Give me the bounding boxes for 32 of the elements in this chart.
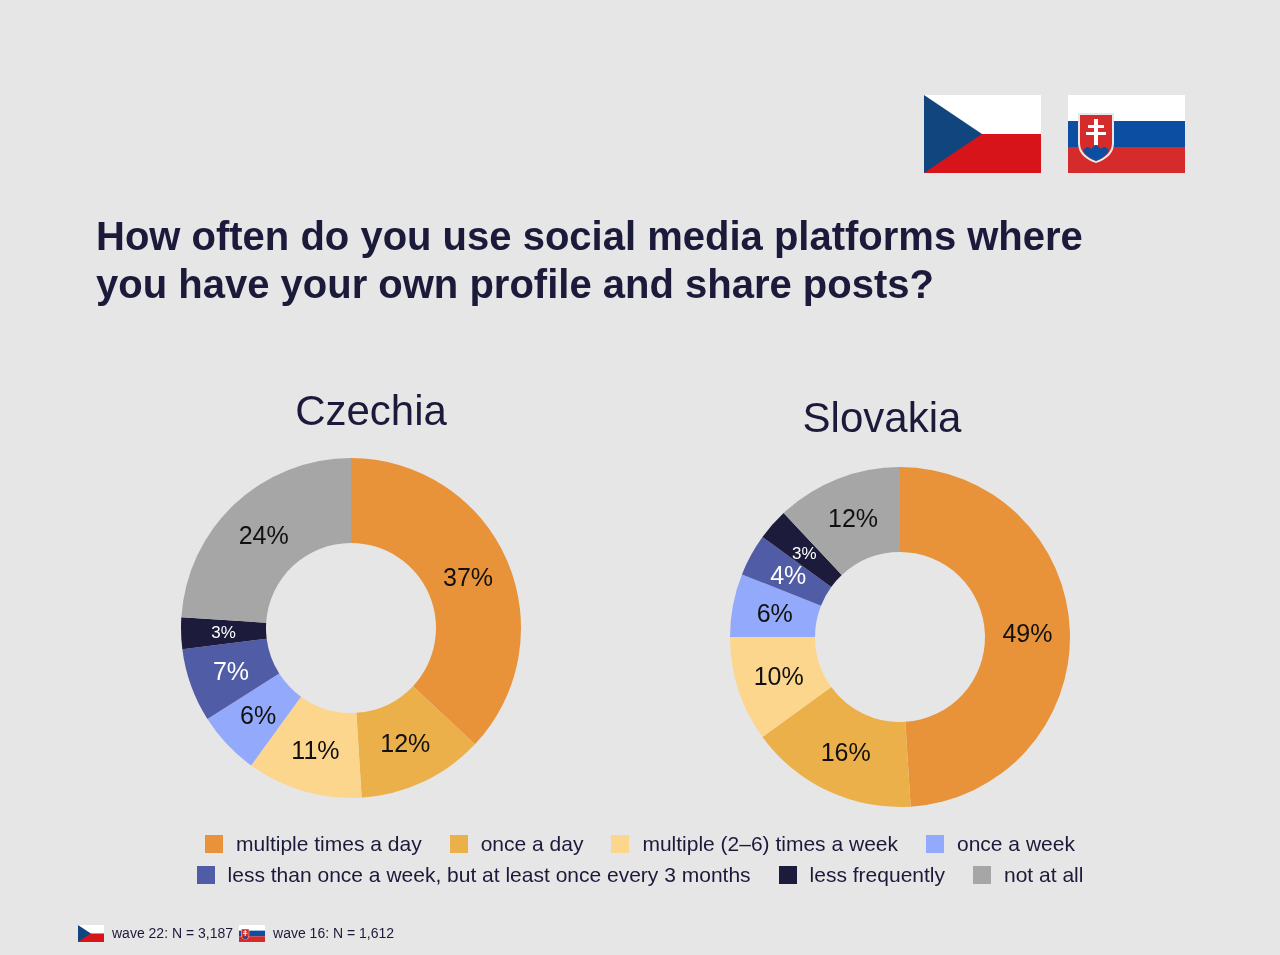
legend-label: less than once a week, but at least once every 3 months: [227, 863, 751, 887]
data-label: 12%: [828, 504, 879, 533]
text: wave 16: N = 1,612: [273, 925, 395, 941]
legend-label: once a day: [480, 832, 584, 856]
data-label: 7%: [212, 656, 250, 685]
donut-slice: [762, 686, 911, 807]
donut-slice: [356, 686, 475, 798]
legend-label: multiple times a day: [236, 832, 422, 856]
data-label: 10%: [753, 662, 804, 691]
data-label: 3%: [211, 622, 236, 642]
legend-label: once a week: [957, 832, 1075, 856]
chart-title: Czechia: [295, 387, 448, 434]
data-label: 11%: [291, 736, 340, 765]
text: wave 22: N = 3,187: [112, 925, 234, 941]
text: How often do you use social media platforms where you have your own profile and share posts?: [96, 213, 1084, 308]
data-label: 12%: [380, 729, 431, 758]
data-label: 4%: [770, 561, 807, 590]
data-label: 49%: [1002, 618, 1053, 647]
chart-title: Slovakia: [802, 394, 963, 441]
data-label: 6%: [756, 598, 793, 627]
legend-label: not at all: [1004, 863, 1084, 887]
donut-slice: [181, 458, 351, 623]
donut-slice: [730, 637, 832, 737]
data-label: 3%: [792, 543, 817, 563]
donut-slice: [181, 617, 267, 650]
data-label: 37%: [442, 563, 494, 592]
legend-label: multiple (2–6) times a week: [642, 832, 898, 856]
data-label: 6%: [239, 701, 277, 730]
legend-label: less frequently: [809, 863, 945, 887]
data-label: 24%: [238, 520, 289, 549]
donut-slice: [900, 467, 1070, 807]
data-label: 16%: [820, 738, 871, 767]
